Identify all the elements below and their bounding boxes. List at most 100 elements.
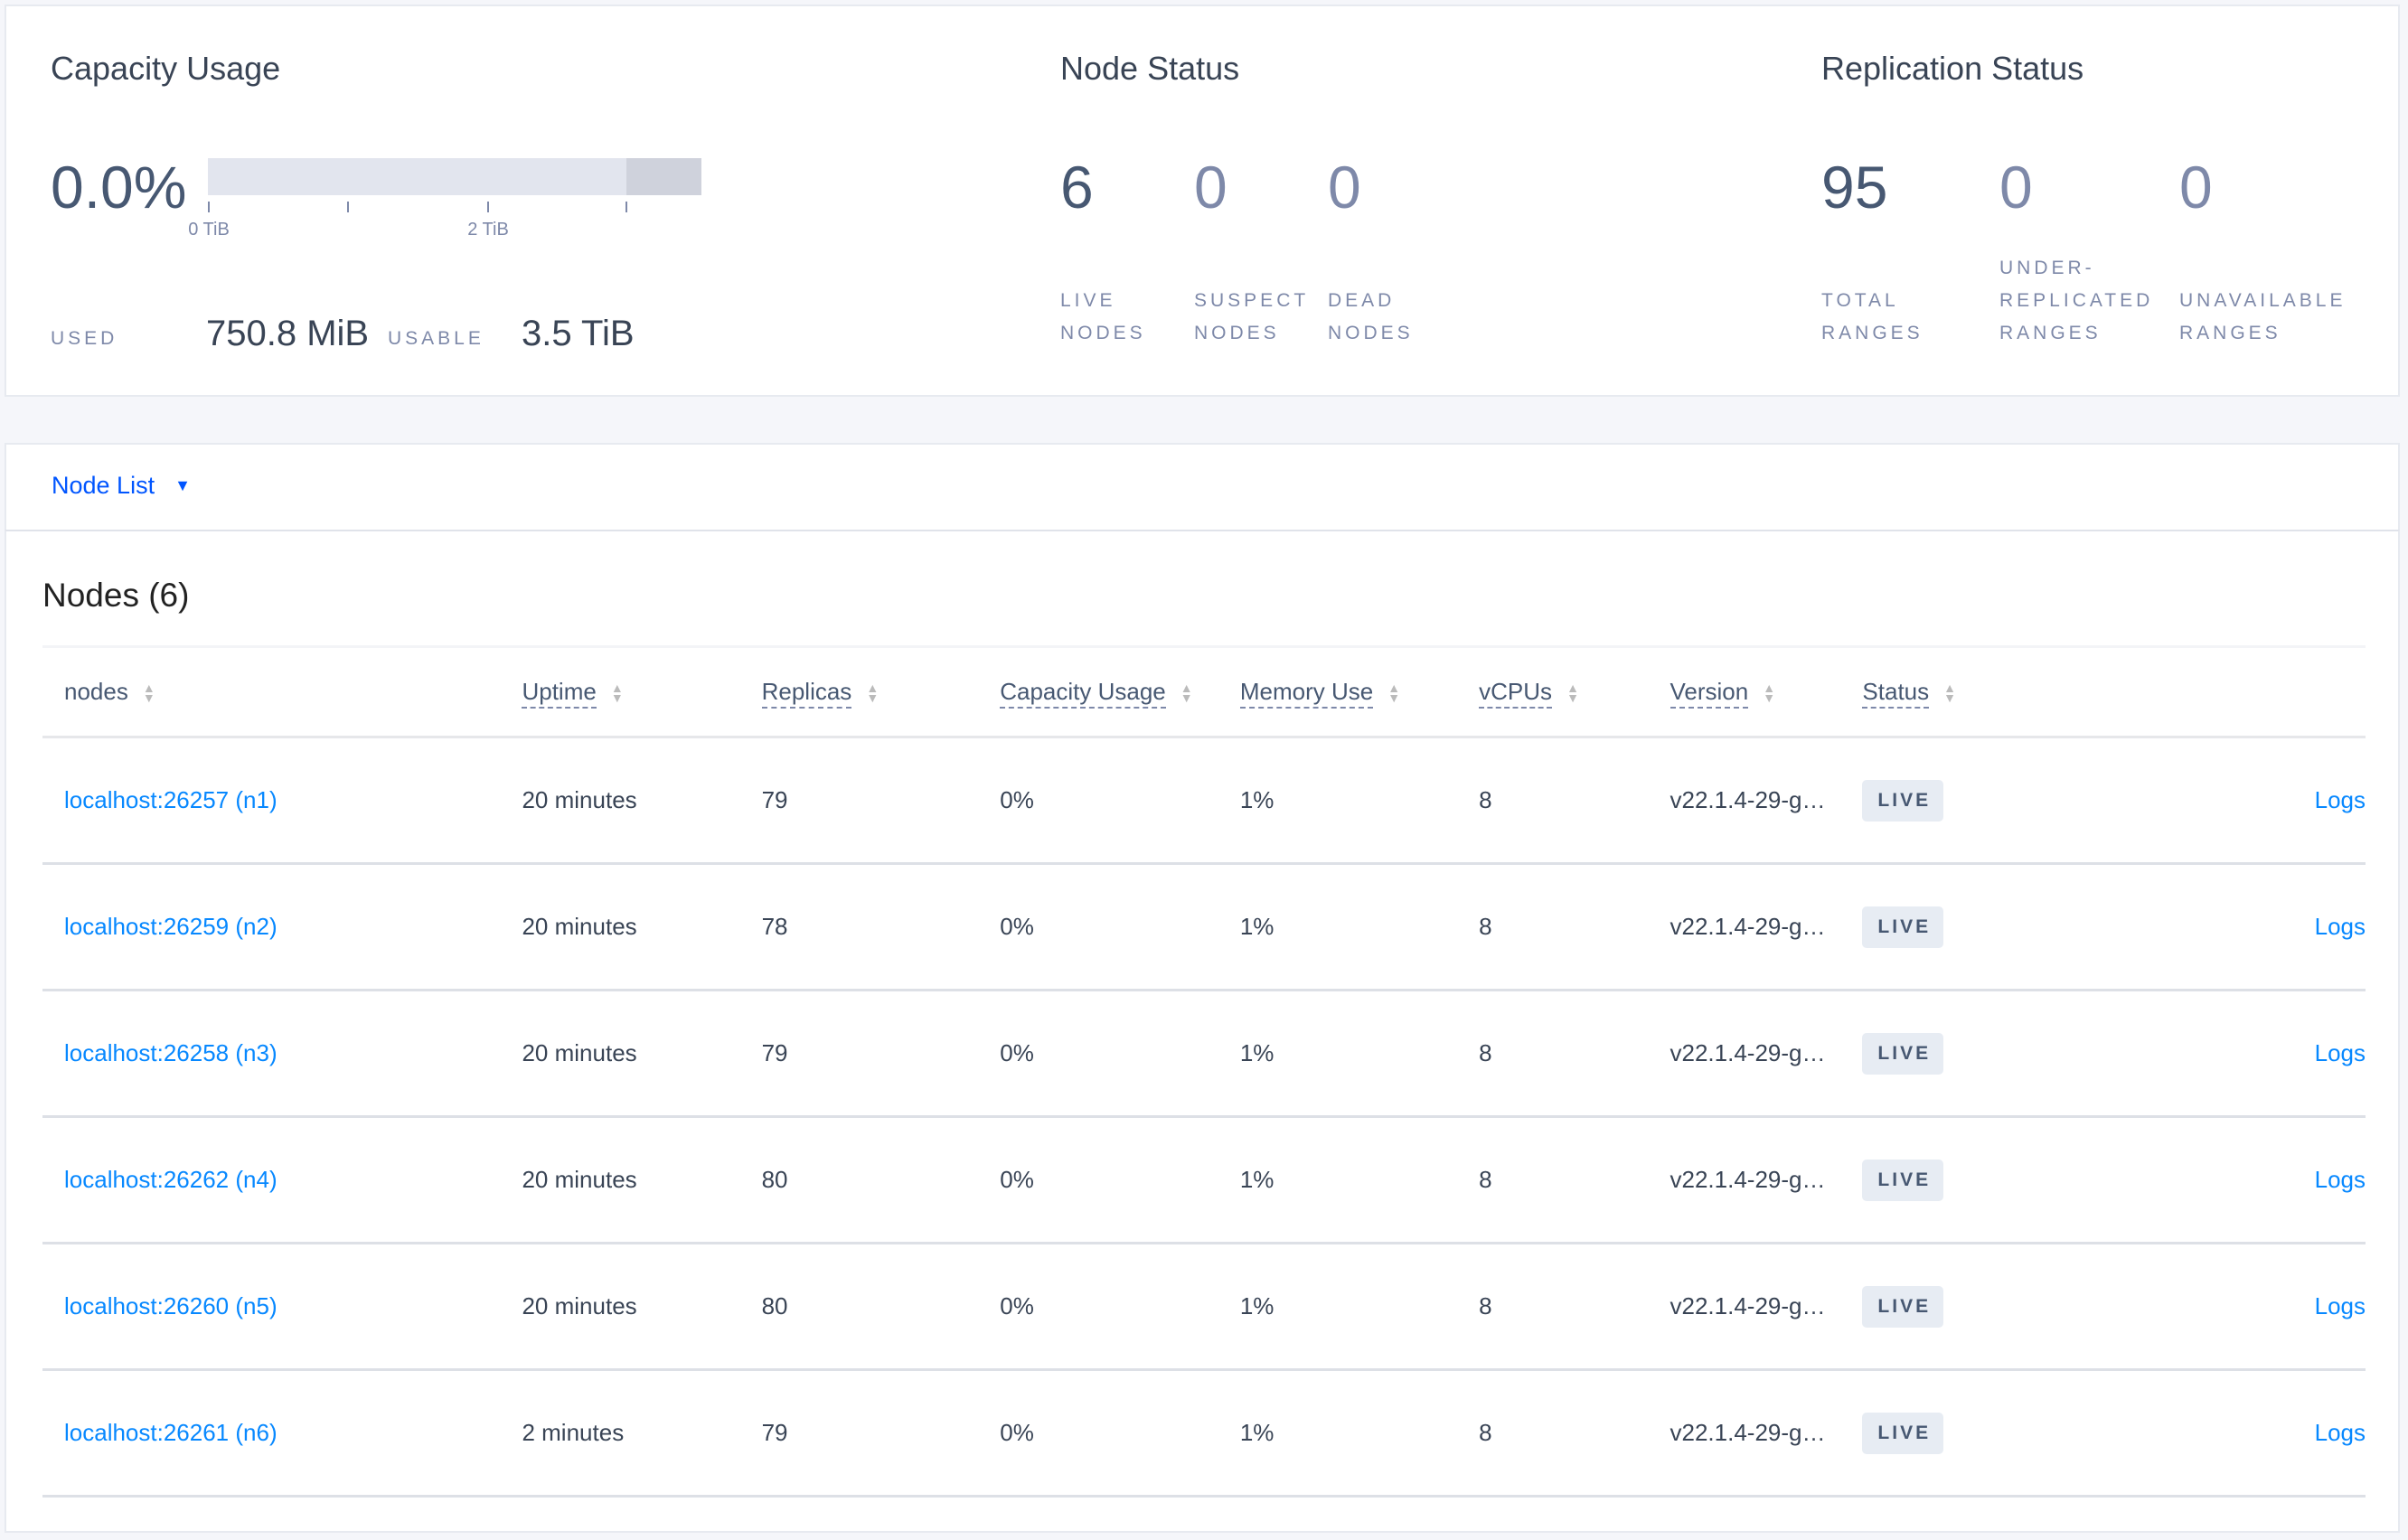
node-link[interactable]: localhost:26262 (n4)	[64, 1166, 277, 1193]
usable-value: 3.5 TiB	[522, 314, 635, 353]
version-cell: v22.1.4-29-g…	[1670, 1166, 1826, 1193]
version-cell: v22.1.4-29-g…	[1670, 1039, 1826, 1066]
capacity-cell: 0%	[1000, 1166, 1034, 1193]
live-nodes-value: 6	[1060, 154, 1094, 221]
column-header-replicas[interactable]: Replicas ▲ ▼	[761, 647, 1001, 737]
vcpus-cell: 8	[1479, 1292, 1492, 1319]
replicas-cell: 79	[761, 1039, 788, 1066]
uptime-cell: 20 minutes	[522, 913, 637, 940]
capacity-cell: 0%	[1000, 1039, 1034, 1066]
memory-cell: 1%	[1239, 1166, 1275, 1193]
column-header-version[interactable]: Version ▲ ▼	[1670, 647, 1863, 737]
usable-label: USABLE	[388, 328, 484, 349]
sort-icon: ▲ ▼	[610, 681, 624, 706]
status-badge: LIVE	[1862, 906, 1944, 948]
capacity-cell: 0%	[1000, 786, 1034, 813]
used-value: 750.8 MiB	[206, 314, 370, 353]
summary-card: Capacity Usage 0.0% 0 TiB 2 TiB USED 750…	[5, 5, 2400, 397]
version-cell: v22.1.4-29-g…	[1670, 913, 1826, 940]
view-selector-bar: Node List ▼	[5, 443, 2400, 530]
nodes-table: nodes ▲ ▼ Uptime ▲ ▼ Replicas ▲ ▼ Capacity Usa…	[42, 645, 2366, 1498]
column-header-vcpus[interactable]: vCPUs ▲ ▼	[1479, 647, 1670, 737]
status-badge: LIVE	[1862, 1159, 1944, 1201]
sort-icon: ▲ ▼	[866, 681, 879, 706]
capacity-cell: 0%	[1000, 1292, 1034, 1319]
capacity-cell: 0%	[1000, 913, 1034, 940]
sort-icon: ▲ ▼	[1566, 681, 1579, 706]
status-badge: LIVE	[1862, 779, 1944, 822]
logs-link[interactable]: Logs	[2314, 1166, 2366, 1193]
nodes-panel: Nodes (6) nodes ▲ ▼ Uptime ▲ ▼ Replicas ▲ ▼ Ca…	[5, 530, 2400, 1533]
capacity-bar-usable	[626, 158, 701, 195]
status-badge: LIVE	[1862, 1032, 1944, 1075]
replicas-cell: 80	[761, 1166, 788, 1193]
replication-status-title: Replication Status	[1821, 50, 2084, 87]
uptime-cell: 20 minutes	[522, 1039, 637, 1066]
column-header-uptime[interactable]: Uptime ▲ ▼	[522, 647, 761, 737]
under-replicated-label: UNDER- REPLICATED RANGES	[1999, 258, 2154, 343]
replicas-cell: 79	[761, 786, 788, 813]
sort-icon: ▲ ▼	[1387, 681, 1401, 706]
node-link[interactable]: localhost:26261 (n6)	[64, 1419, 277, 1446]
live-nodes-label: LIVE NODES	[1060, 290, 1146, 343]
memory-cell: 1%	[1239, 786, 1275, 813]
vcpus-cell: 8	[1479, 913, 1492, 940]
column-header-nodes[interactable]: nodes ▲ ▼	[64, 678, 155, 706]
total-ranges-label: TOTAL RANGES	[1821, 290, 1924, 343]
capacity-cell: 0%	[1000, 1419, 1034, 1446]
sort-icon: ▲ ▼	[1943, 681, 1956, 706]
node-list-label: Node List	[52, 472, 155, 499]
capacity-percent: 0.0%	[51, 154, 187, 221]
used-label: USED	[51, 328, 118, 349]
node-status-title: Node Status	[1060, 50, 1240, 87]
node-link[interactable]: localhost:26258 (n3)	[64, 1039, 277, 1066]
tick	[208, 202, 210, 212]
memory-cell: 1%	[1239, 1292, 1275, 1319]
tick-label: 2 TiB	[467, 220, 509, 239]
sort-icon: ▲ ▼	[1763, 681, 1776, 706]
vcpus-cell: 8	[1479, 1166, 1492, 1193]
total-ranges-value: 95	[1821, 154, 1888, 221]
suspect-nodes-label: SUSPECT NODES	[1194, 290, 1310, 343]
nodes-title: Nodes (6)	[42, 577, 190, 614]
logs-link[interactable]: Logs	[2314, 1292, 2366, 1319]
uptime-cell: 2 minutes	[522, 1419, 625, 1446]
table-row: localhost:26258 (n3) 20 minutes 79 0% 1% 8 v22…	[42, 991, 2366, 1117]
unavailable-label: UNAVAILABLE RANGES	[2179, 290, 2347, 343]
replicas-cell: 80	[761, 1292, 788, 1319]
vcpus-cell: 8	[1479, 1039, 1492, 1066]
caret-down-icon: ▼	[174, 476, 191, 494]
suspect-nodes-value: 0	[1194, 154, 1228, 221]
column-header-status[interactable]: Status ▲ ▼	[1862, 647, 2171, 737]
memory-cell: 1%	[1239, 1419, 1275, 1446]
table-row: localhost:26260 (n5) 20 minutes 80 0% 1% 8 v22…	[42, 1244, 2366, 1370]
logs-link[interactable]: Logs	[2314, 1039, 2366, 1066]
tick	[626, 202, 627, 212]
table-row: localhost:26262 (n4) 20 minutes 80 0% 1% 8 v22…	[42, 1117, 2366, 1244]
uptime-cell: 20 minutes	[522, 1292, 637, 1319]
node-link[interactable]: localhost:26257 (n1)	[64, 786, 277, 813]
logs-link[interactable]: Logs	[2314, 1419, 2366, 1446]
logs-link[interactable]: Logs	[2314, 913, 2366, 940]
status-badge: LIVE	[1862, 1412, 1944, 1454]
table-row: localhost:26261 (n6) 2 minutes 79 0% 1% 8 v22.…	[42, 1370, 2366, 1497]
column-header-memory[interactable]: Memory Use ▲ ▼	[1239, 647, 1479, 737]
tick	[347, 202, 349, 212]
dead-nodes-value: 0	[1328, 154, 1361, 221]
dead-nodes-label: DEAD NODES	[1328, 290, 1414, 343]
version-cell: v22.1.4-29-g…	[1670, 786, 1826, 813]
node-list-dropdown[interactable]: Node List ▼	[52, 472, 191, 500]
table-header-row: nodes ▲ ▼ Uptime ▲ ▼ Replicas ▲ ▼ Capacity Usa…	[42, 646, 2366, 737]
version-cell: v22.1.4-29-g…	[1670, 1292, 1826, 1319]
unavailable-value: 0	[2179, 154, 2213, 221]
capacity-bar	[208, 158, 701, 195]
logs-link[interactable]: Logs	[2314, 786, 2366, 813]
status-badge: LIVE	[1862, 1285, 1944, 1328]
node-link[interactable]: localhost:26259 (n2)	[64, 913, 277, 940]
table-row: localhost:26259 (n2) 20 minutes 78 0% 1% 8 v22…	[42, 864, 2366, 991]
node-link[interactable]: localhost:26260 (n5)	[64, 1292, 277, 1319]
column-header-actions	[2172, 647, 2366, 737]
version-cell: v22.1.4-29-g…	[1670, 1419, 1826, 1446]
capacity-title: Capacity Usage	[51, 50, 281, 87]
column-header-capacity[interactable]: Capacity Usage ▲ ▼	[1000, 647, 1240, 737]
